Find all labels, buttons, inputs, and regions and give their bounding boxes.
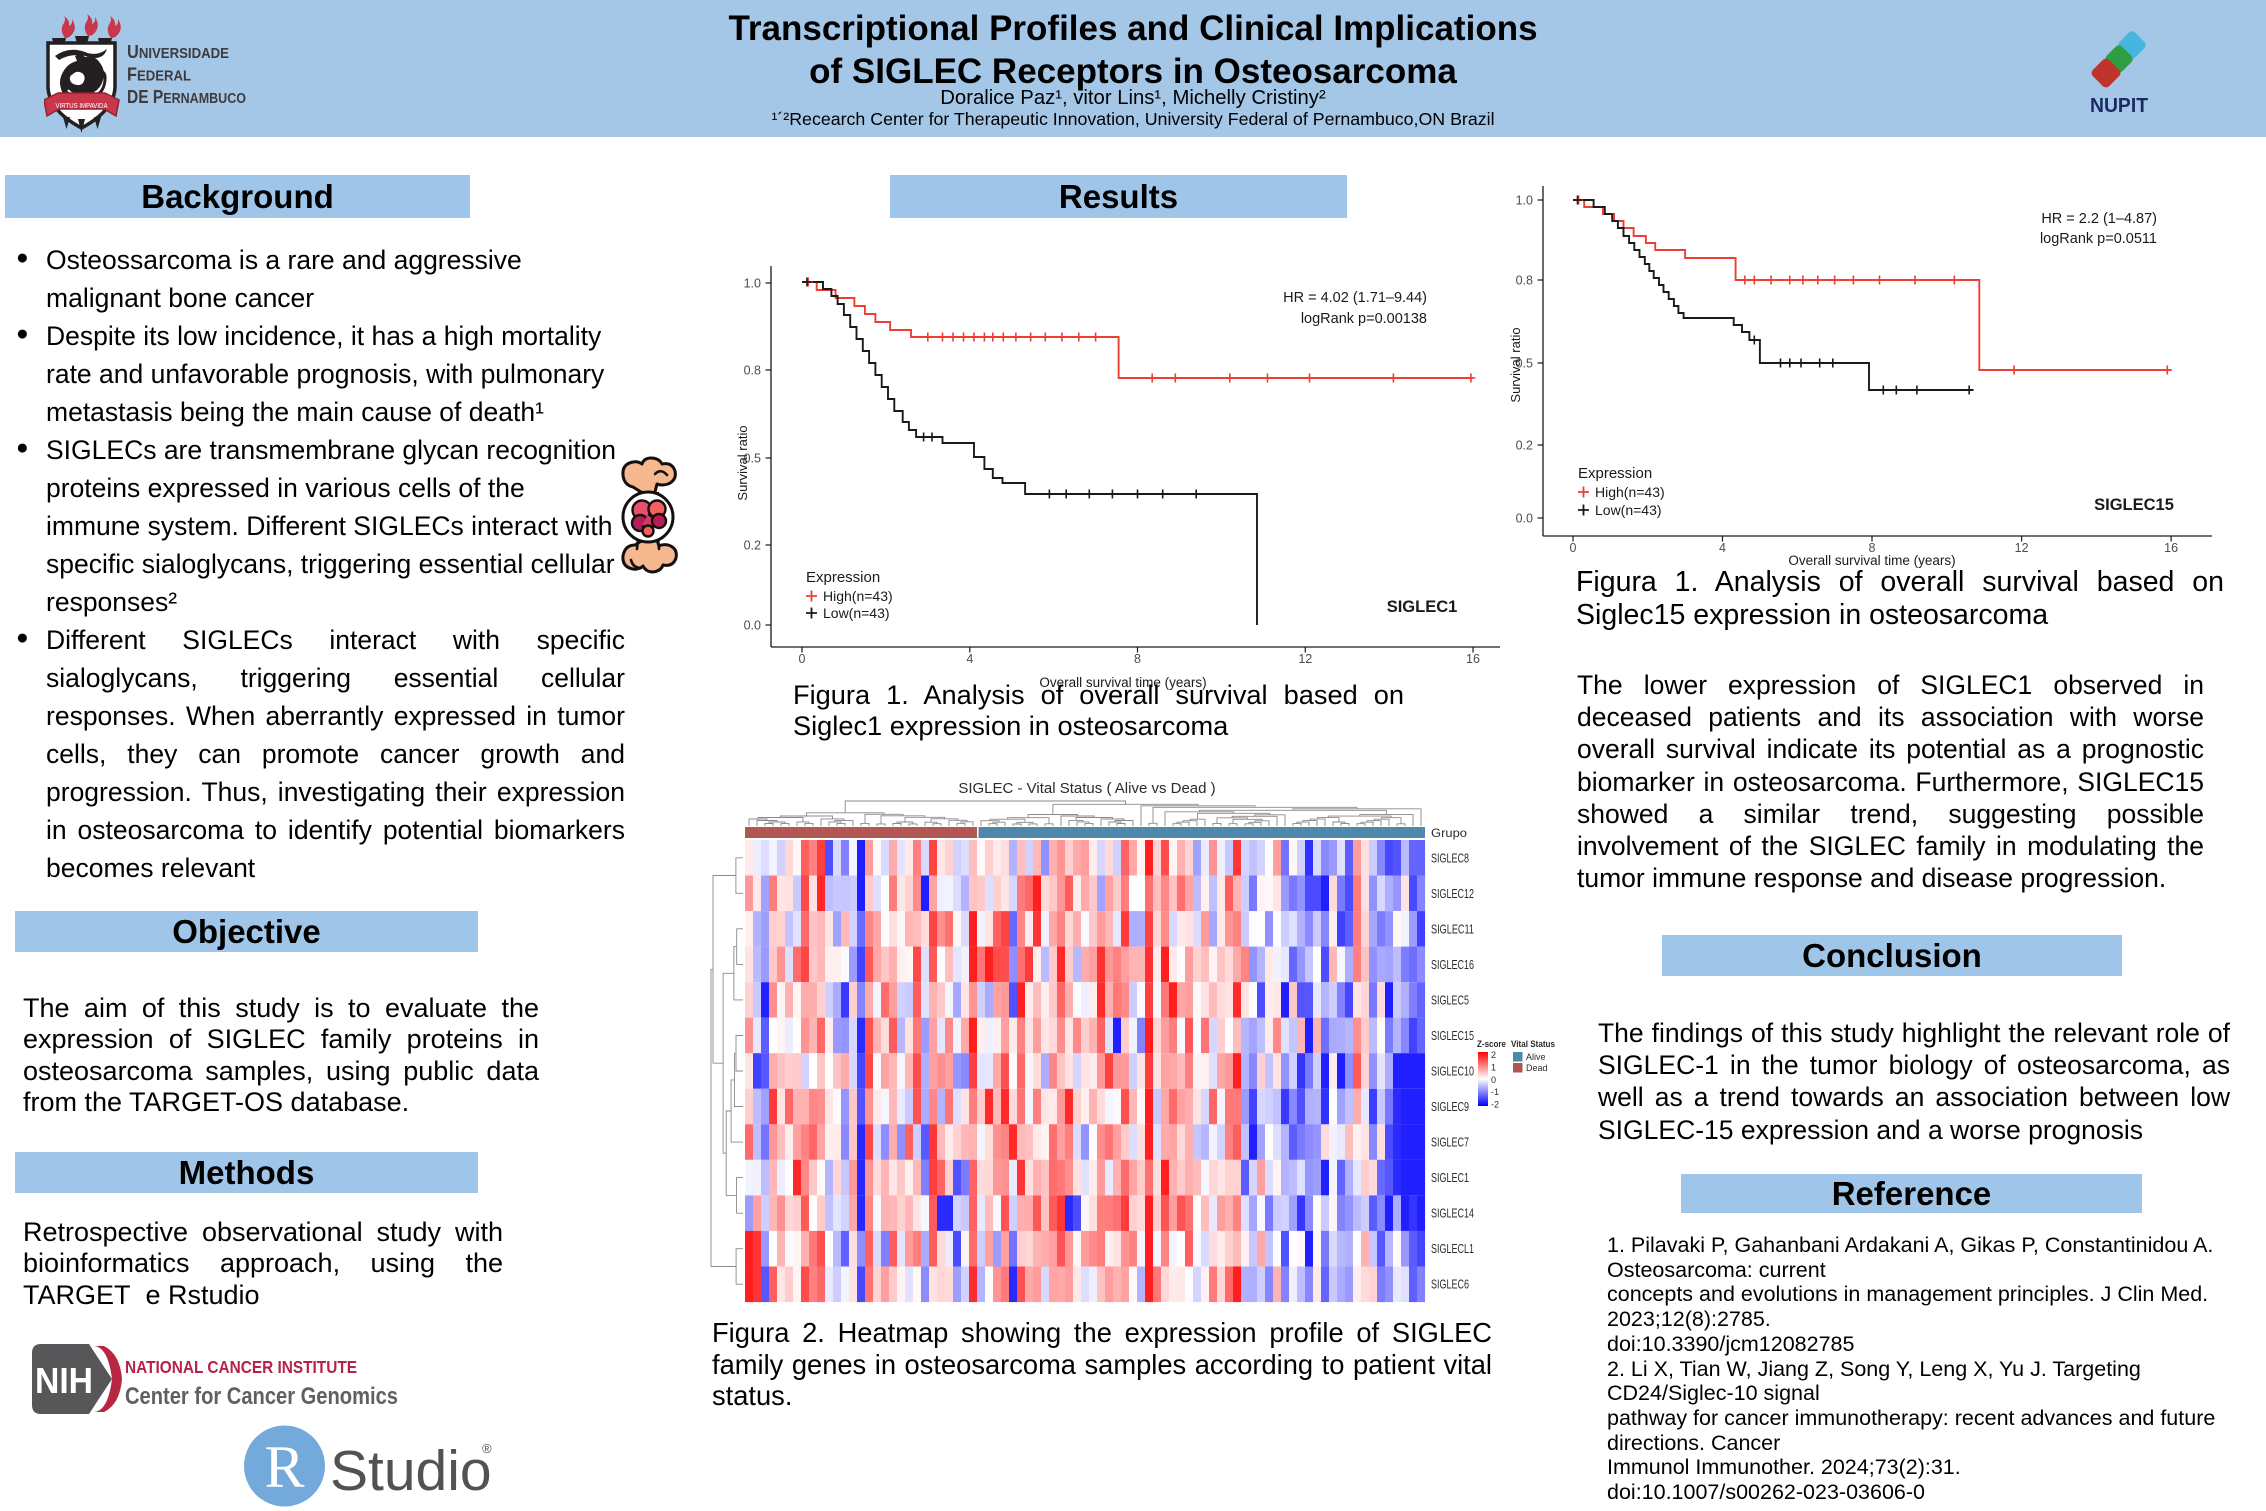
svg-text:SIGLEC1: SIGLEC1: [1431, 1171, 1469, 1185]
svg-text:SIGLEC7: SIGLEC7: [1431, 1136, 1469, 1150]
svg-text:High(n=43): High(n=43): [1595, 484, 1665, 500]
svg-text:Low(n=43): Low(n=43): [1595, 502, 1662, 518]
svg-text:Vital Status: Vital Status: [1511, 1039, 1555, 1050]
svg-text:0.2: 0.2: [1516, 438, 1533, 452]
svg-text:SIGLEC5: SIGLEC5: [1431, 993, 1469, 1007]
svg-text:1.0: 1.0: [744, 276, 761, 290]
svg-text:FEDERAL: FEDERAL: [127, 65, 191, 85]
svg-text:SIGLECL1: SIGLECL1: [1431, 1242, 1474, 1256]
svg-text:SIGLEC1: SIGLEC1: [1387, 598, 1458, 616]
svg-text:Overall survival time (years): Overall survival time (years): [1039, 675, 1206, 690]
svg-text:SIGLEC10: SIGLEC10: [1431, 1065, 1474, 1079]
svg-text:SIGLEC8: SIGLEC8: [1431, 851, 1469, 865]
svg-text:Low(n=43): Low(n=43): [823, 605, 890, 621]
svg-text:0: 0: [799, 652, 806, 666]
svg-text:SIGLEC9: SIGLEC9: [1431, 1100, 1469, 1114]
svg-text:UNIVERSIDADE: UNIVERSIDADE: [127, 42, 229, 62]
svg-text:NUPIT: NUPIT: [2090, 95, 2148, 117]
svg-text:HR = 4.02 (1.71–9.44): HR = 4.02 (1.71–9.44): [1283, 290, 1427, 306]
svg-text:VIRTUS IMPAVIDA: VIRTUS IMPAVIDA: [56, 101, 108, 110]
svg-text:4: 4: [1719, 541, 1726, 555]
svg-text:Studio: Studio: [330, 1439, 492, 1503]
svg-text:SIGLEC12: SIGLEC12: [1431, 887, 1474, 901]
svg-text:SIGLEC11: SIGLEC11: [1431, 922, 1474, 936]
svg-text:4: 4: [966, 652, 973, 666]
svg-text:0: 0: [1570, 541, 1577, 555]
svg-text:NATIONAL CANCER INSTITUTE: NATIONAL CANCER INSTITUTE: [125, 1357, 357, 1377]
svg-text:SIGLEC14: SIGLEC14: [1431, 1207, 1474, 1221]
svg-text:2: 2: [1491, 1050, 1496, 1060]
svg-text:Dead: Dead: [1526, 1063, 1548, 1073]
svg-text:Expression: Expression: [1578, 465, 1652, 482]
svg-text:SIGLEC15: SIGLEC15: [2094, 496, 2174, 514]
svg-text:8: 8: [1869, 541, 1876, 555]
svg-text:0.2: 0.2: [744, 538, 761, 552]
svg-text:12: 12: [2015, 541, 2029, 555]
svg-text:SIGLEC15: SIGLEC15: [1431, 1029, 1474, 1043]
svg-text:0.0: 0.0: [1516, 511, 1533, 525]
svg-text:SIGLEC - Vital Status ( Alive: SIGLEC - Vital Status ( Alive vs Dead ): [958, 780, 1215, 797]
svg-text:1.0: 1.0: [1516, 193, 1533, 207]
svg-text:Overall survival time (years): Overall survival time (years): [1788, 553, 1955, 568]
svg-text:®: ®: [482, 1441, 492, 1456]
svg-text:16: 16: [1466, 652, 1480, 666]
svg-text:R: R: [264, 1434, 304, 1500]
svg-text:8: 8: [1134, 652, 1141, 666]
svg-text:NIH: NIH: [35, 1360, 93, 1401]
svg-text:SIGLEC6: SIGLEC6: [1431, 1278, 1469, 1292]
svg-text:logRank p=0.0511: logRank p=0.0511: [2040, 231, 2157, 247]
svg-text:0.0: 0.0: [744, 618, 761, 632]
svg-text:Z-score: Z-score: [1477, 1039, 1506, 1050]
svg-text:logRank p=0.00138: logRank p=0.00138: [1301, 311, 1427, 327]
svg-text:16: 16: [2164, 541, 2178, 555]
svg-text:SIGLEC16: SIGLEC16: [1431, 958, 1474, 972]
svg-text:Center for Cancer Genomics: Center for Cancer Genomics: [125, 1383, 398, 1410]
svg-text:DE PERNAMBUCO: DE PERNAMBUCO: [127, 87, 246, 107]
svg-text:12: 12: [1298, 652, 1312, 666]
svg-text:-1: -1: [1491, 1087, 1499, 1097]
svg-text:Survival ratio: Survival ratio: [1508, 327, 1523, 402]
svg-text:Grupo: Grupo: [1431, 826, 1467, 840]
svg-text:0: 0: [1491, 1075, 1496, 1085]
svg-text:Alive: Alive: [1526, 1052, 1546, 1062]
svg-text:Expression: Expression: [806, 569, 880, 586]
svg-text:0.8: 0.8: [744, 363, 761, 377]
svg-text:0.8: 0.8: [1516, 273, 1533, 287]
svg-text:1: 1: [1491, 1062, 1496, 1072]
svg-text:High(n=43): High(n=43): [823, 588, 893, 604]
svg-text:Survival ratio: Survival ratio: [735, 425, 750, 500]
svg-text:-2: -2: [1491, 1100, 1499, 1110]
svg-text:0.5: 0.5: [744, 451, 761, 465]
svg-text:HR = 2.2 (1–4.87): HR = 2.2 (1–4.87): [2041, 211, 2157, 227]
svg-text:0.5: 0.5: [1516, 356, 1533, 370]
